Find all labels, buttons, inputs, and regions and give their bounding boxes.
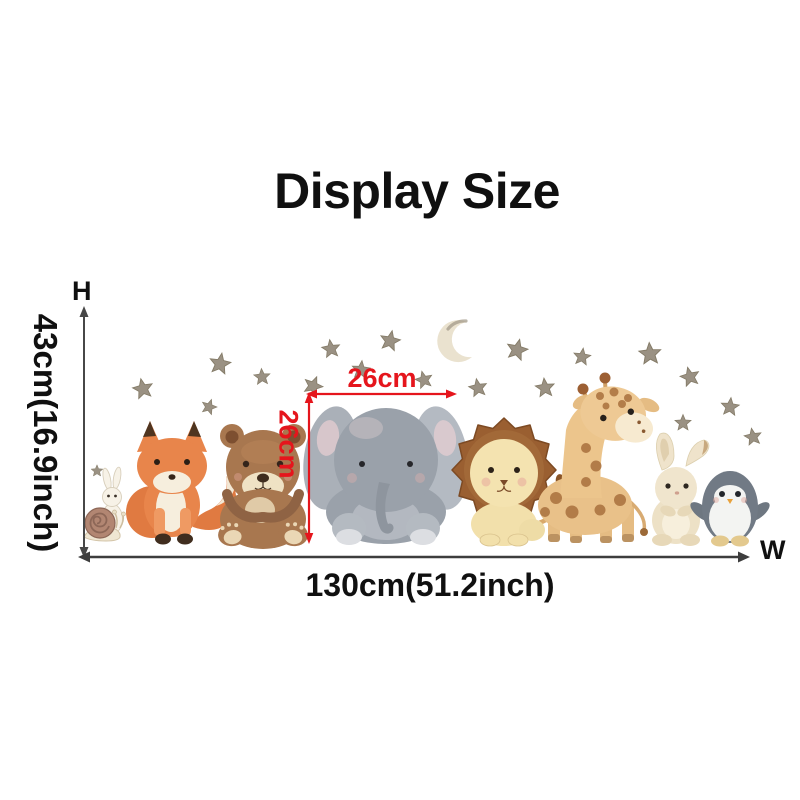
page-title: Display Size [274, 163, 560, 219]
height-axis-letter: H [72, 276, 92, 306]
star-icon [320, 337, 342, 359]
sticker-height-arrow [304, 392, 314, 544]
height-arrow [79, 306, 89, 558]
elephant-illustration [303, 406, 469, 545]
star-icon [377, 328, 403, 352]
star-icon [504, 336, 531, 362]
star-icon [466, 376, 489, 398]
width-arrow [78, 551, 750, 563]
teddy-bear-illustration [218, 424, 308, 549]
giraffe-illustration [538, 372, 660, 543]
star-icon [742, 426, 764, 447]
penguin-illustration [690, 471, 770, 547]
height-dimension-label: 43cm(16.9inch) [27, 313, 64, 553]
width-dimension-label: 130cm(51.2inch) [305, 567, 555, 603]
sticker-width-arrow [306, 389, 457, 399]
star-icon [413, 368, 435, 390]
fox-illustration [126, 421, 237, 545]
star-icon [90, 464, 104, 477]
star-icon [533, 376, 556, 398]
star-icon [637, 341, 663, 365]
lion-illustration [451, 417, 567, 547]
sticker-height-label: 26cm [273, 409, 304, 479]
star-icon [130, 376, 156, 400]
star-icon [252, 367, 271, 385]
star-icon [572, 346, 593, 366]
giraffe-spots [540, 387, 632, 519]
sticker-width-label: 26cm [347, 363, 417, 393]
width-axis-letter: W [760, 535, 786, 565]
star-icon [207, 350, 233, 376]
snail-illustration [83, 507, 126, 542]
star-icon [719, 396, 741, 417]
crescent-moon-icon [437, 319, 472, 363]
star-icon [674, 414, 692, 431]
star-icon [677, 364, 702, 388]
star-icon [199, 396, 220, 416]
bunny-illustration [652, 432, 710, 546]
